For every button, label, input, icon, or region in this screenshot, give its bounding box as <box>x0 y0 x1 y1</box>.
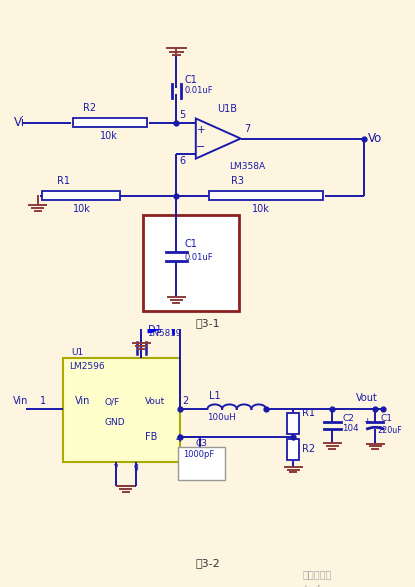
Polygon shape <box>148 316 173 333</box>
Text: GND: GND <box>104 418 125 427</box>
Text: −: − <box>196 142 205 152</box>
Text: 5: 5 <box>179 110 185 120</box>
Text: R3: R3 <box>231 176 244 185</box>
Text: 4: 4 <box>176 434 182 444</box>
Text: Vout: Vout <box>145 397 165 406</box>
Text: U1B: U1B <box>217 103 237 114</box>
Text: C3: C3 <box>196 439 208 448</box>
Text: 图3-2: 图3-2 <box>195 558 220 568</box>
Text: 1: 1 <box>40 396 46 406</box>
Text: Vout: Vout <box>356 393 378 403</box>
Text: 10k: 10k <box>100 131 118 141</box>
Text: 10k: 10k <box>73 204 91 214</box>
Bar <box>288 413 299 434</box>
Bar <box>210 191 322 200</box>
Text: 7: 7 <box>244 123 251 134</box>
Bar <box>143 215 239 311</box>
Text: Vi: Vi <box>15 116 26 129</box>
Text: R1: R1 <box>57 176 70 185</box>
Bar <box>288 439 299 460</box>
Text: +: + <box>363 417 370 426</box>
Text: C1: C1 <box>185 75 198 85</box>
Text: LM2596: LM2596 <box>69 362 105 371</box>
Text: LM358A: LM358A <box>229 161 265 171</box>
Text: 220uF: 220uF <box>377 426 402 434</box>
Text: v: v <box>113 462 118 471</box>
Text: O/F: O/F <box>104 397 119 406</box>
Text: C2: C2 <box>342 414 354 423</box>
Text: 104: 104 <box>342 424 359 433</box>
Text: 1N5819: 1N5819 <box>147 329 181 338</box>
Text: R2: R2 <box>83 103 96 113</box>
Text: 0.01uF: 0.01uF <box>185 253 213 262</box>
Text: C1: C1 <box>185 239 198 249</box>
Text: 2: 2 <box>182 396 188 406</box>
Text: 电子发烧友: 电子发烧友 <box>302 569 332 579</box>
Text: +: + <box>197 125 205 135</box>
Bar <box>63 359 180 463</box>
Text: 0.01uF: 0.01uF <box>185 86 213 95</box>
Text: 6: 6 <box>179 156 185 166</box>
Text: C1: C1 <box>380 414 392 423</box>
Text: g: g <box>133 462 138 471</box>
Text: FB: FB <box>145 432 157 442</box>
Text: L1: L1 <box>210 392 221 402</box>
Text: 10k: 10k <box>252 204 270 214</box>
Text: R1: R1 <box>302 409 315 419</box>
Text: D1: D1 <box>148 325 162 335</box>
Text: Vin: Vin <box>75 396 90 406</box>
Bar <box>178 447 225 480</box>
Text: 100uH: 100uH <box>208 413 237 422</box>
Text: Vo: Vo <box>368 132 383 145</box>
Text: www.elecfans.com: www.elecfans.com <box>278 585 356 587</box>
Text: U1: U1 <box>71 349 83 357</box>
Text: 1000pF: 1000pF <box>183 450 215 459</box>
Text: R2: R2 <box>302 444 315 454</box>
Text: Vin: Vin <box>13 396 29 406</box>
Bar <box>42 191 120 200</box>
Bar <box>73 118 147 127</box>
Text: 图3-1: 图3-1 <box>195 318 220 328</box>
